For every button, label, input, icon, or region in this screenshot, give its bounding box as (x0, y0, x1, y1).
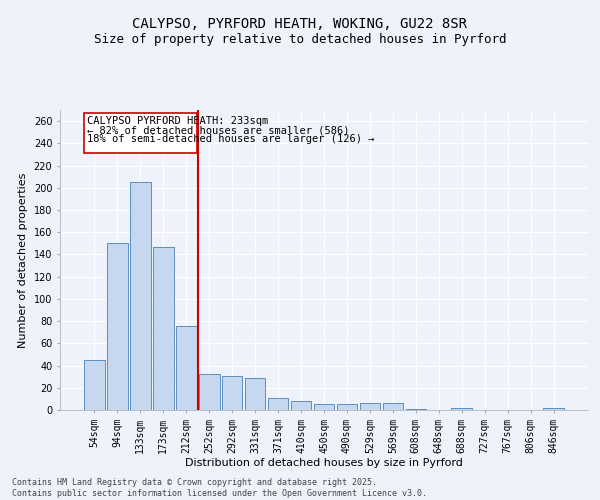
Y-axis label: Number of detached properties: Number of detached properties (18, 172, 28, 348)
Bar (290, 401, 311, 410)
Text: Contains HM Land Registry data © Crown copyright and database right 2025.
Contai: Contains HM Land Registry data © Crown c… (12, 478, 427, 498)
Bar (268, 398, 289, 410)
Bar (314, 404, 334, 410)
Bar (176, 326, 197, 410)
Text: 18% of semi-detached houses are larger (126) →: 18% of semi-detached houses are larger (… (88, 134, 375, 144)
Text: ← 82% of detached houses are smaller (586): ← 82% of detached houses are smaller (58… (88, 126, 350, 136)
Bar (383, 404, 403, 410)
Bar (84, 360, 104, 410)
Bar (245, 378, 265, 410)
Bar (84, 114, 197, 154)
Bar (337, 404, 358, 410)
Bar (406, 409, 426, 410)
Bar (199, 374, 220, 410)
Text: Size of property relative to detached houses in Pyrford: Size of property relative to detached ho… (94, 32, 506, 46)
Bar (359, 404, 380, 410)
Bar (544, 408, 564, 410)
Bar (451, 408, 472, 410)
X-axis label: Distribution of detached houses by size in Pyrford: Distribution of detached houses by size … (185, 458, 463, 468)
Bar (107, 244, 128, 410)
Bar (153, 246, 173, 410)
Bar (222, 376, 242, 410)
Text: CALYPSO, PYRFORD HEATH, WOKING, GU22 8SR: CALYPSO, PYRFORD HEATH, WOKING, GU22 8SR (133, 18, 467, 32)
Text: CALYPSO PYRFORD HEATH: 233sqm: CALYPSO PYRFORD HEATH: 233sqm (88, 116, 269, 126)
Bar (130, 182, 151, 410)
